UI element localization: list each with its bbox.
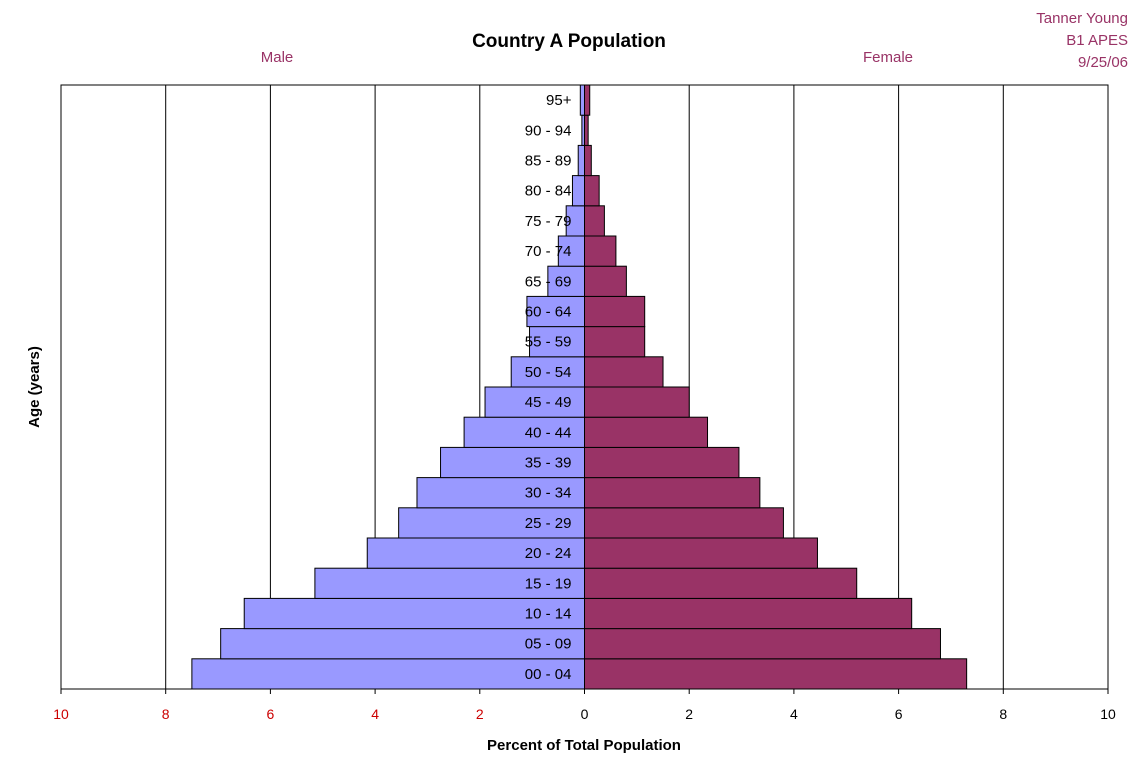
- author-date: 9/25/06: [1077, 54, 1128, 71]
- female-bar: [584, 446, 740, 479]
- female-side-label: Female: [863, 49, 913, 66]
- female-bar: [584, 477, 761, 509]
- male-side-label: Male: [261, 49, 294, 66]
- male-bar: [579, 84, 586, 116]
- bars-group: [191, 84, 968, 690]
- male-bar: [191, 658, 585, 690]
- male-bar: [440, 446, 585, 479]
- age-group-label: 70 - 74: [525, 243, 572, 260]
- x-tick-label: 6: [267, 706, 275, 722]
- female-bar: [584, 567, 858, 599]
- age-group-label: 50 - 54: [525, 364, 572, 381]
- x-tick-label: 8: [999, 706, 1007, 722]
- age-group-label: 80 - 84: [525, 183, 572, 200]
- female-bar: [584, 386, 690, 418]
- female-bar: [584, 84, 591, 116]
- female-bar: [584, 507, 784, 539]
- male-bar: [220, 628, 585, 660]
- age-labels-group: 00 - 04 05 - 09 10 - 14 15 - 19 20 - 24 25 - …: [525, 92, 572, 683]
- x-axis-title: Percent of Total Population: [487, 737, 681, 754]
- female-bar: [584, 658, 968, 690]
- x-tick-label: 2: [476, 706, 484, 722]
- age-group-label: 20 - 24: [525, 545, 572, 562]
- author-class: B1 APES: [1066, 32, 1128, 49]
- x-tick-label: 4: [371, 706, 379, 722]
- female-bar: [584, 265, 627, 297]
- male-bar: [577, 144, 586, 177]
- x-tick-label: 6: [895, 706, 903, 722]
- author-block: Tanner Young B1 APES 9/25/06: [1036, 8, 1128, 74]
- female-bar: [584, 235, 617, 267]
- age-group-label: 40 - 44: [525, 424, 572, 441]
- age-group-label: 45 - 49: [525, 394, 572, 411]
- male-bar: [463, 416, 585, 448]
- male-bar: [510, 356, 585, 388]
- age-group-label: 55 - 59: [525, 334, 572, 351]
- x-tick-label: 0: [581, 706, 589, 722]
- female-bar: [584, 537, 818, 569]
- male-bar: [366, 537, 585, 569]
- age-group-label: 90 - 94: [525, 122, 572, 139]
- x-tick-label: 2: [685, 706, 693, 722]
- age-group-label: 25 - 29: [525, 515, 572, 532]
- age-group-label: 75 - 79: [525, 213, 572, 230]
- x-tick-label: 10: [53, 706, 69, 722]
- female-bar: [584, 175, 600, 207]
- female-bar: [584, 416, 709, 448]
- x-tick-label: 10: [1100, 706, 1116, 722]
- y-axis-title: Age (years): [26, 346, 43, 428]
- author-name: Tanner Young: [1036, 10, 1128, 27]
- age-group-label: 85 - 89: [525, 153, 572, 170]
- x-tick-label: 8: [162, 706, 170, 722]
- female-bar: [584, 205, 605, 237]
- age-group-label: 95+: [546, 92, 572, 109]
- male-bar: [243, 597, 585, 630]
- female-bar: [584, 326, 646, 358]
- age-group-label: 65 - 69: [525, 273, 572, 290]
- female-bar: [584, 628, 941, 660]
- female-bar: [584, 114, 589, 146]
- age-group-label: 00 - 04: [525, 666, 572, 683]
- male-bar: [314, 567, 585, 599]
- male-bar: [529, 326, 585, 358]
- x-ticks-group: 10 8 6 4 2 0 2 4 6 8 10: [53, 689, 1116, 722]
- male-bar: [571, 175, 585, 207]
- age-group-label: 30 - 34: [525, 485, 572, 502]
- age-group-label: 10 - 14: [525, 606, 572, 623]
- female-bar: [584, 597, 913, 630]
- x-tick-label: 4: [790, 706, 798, 722]
- age-group-label: 35 - 39: [525, 455, 572, 472]
- female-bar: [584, 356, 664, 388]
- age-group-label: 05 - 09: [525, 636, 572, 653]
- female-bar: [584, 295, 646, 328]
- male-bar: [526, 295, 585, 328]
- age-group-label: 60 - 64: [525, 304, 572, 321]
- chart-title: Country A Population: [472, 31, 666, 52]
- age-group-label: 15 - 19: [525, 575, 572, 592]
- female-bar: [584, 144, 592, 177]
